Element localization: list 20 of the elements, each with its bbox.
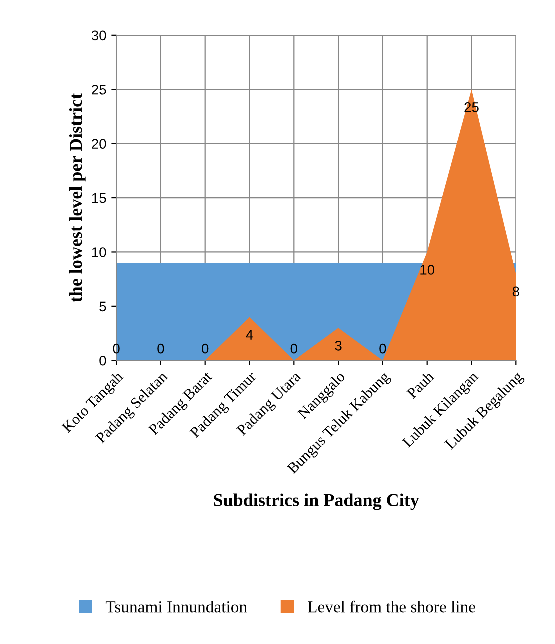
data-label: 3 <box>335 340 342 351</box>
y-axis-title: the lowest level per District <box>69 93 86 302</box>
y-tick-label: 10 <box>92 248 106 258</box>
data-label: 0 <box>290 344 298 354</box>
y-tick-label: 15 <box>92 194 106 204</box>
data-label: 0 <box>158 344 164 354</box>
y-tick-label: 20 <box>92 139 106 149</box>
y-tick-label: 25 <box>92 84 106 95</box>
data-label: 4 <box>246 330 254 340</box>
y-tick-label: 5 <box>100 302 106 312</box>
y-tick-label: 0 <box>100 356 106 366</box>
data-label: 8 <box>512 286 520 297</box>
x-tick-label: Pauh <box>406 370 435 400</box>
y-tick-label: 30 <box>92 30 106 41</box>
data-label: 10 <box>420 265 435 275</box>
legend-label: Level from the shore line <box>308 600 476 613</box>
data-label: 0 <box>202 344 209 354</box>
legend-label: Tsunami Innundation <box>106 601 248 613</box>
data-label: 0 <box>380 344 386 354</box>
x-axis-title: Subdistrics in Padang City <box>214 494 420 510</box>
